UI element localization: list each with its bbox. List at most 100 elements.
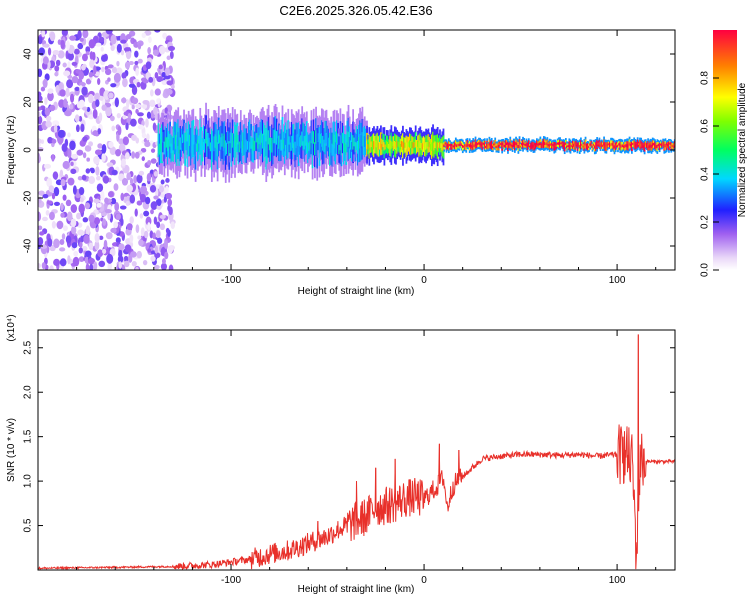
heatmap-cell	[176, 137, 178, 153]
heatmap-cell	[99, 95, 104, 101]
heatmap-cell	[570, 144, 573, 147]
heatmap-cell	[280, 139, 283, 151]
heatmap-cell	[75, 124, 80, 133]
heatmap-y-ticks: -40 -20 0 20 40	[23, 48, 675, 253]
heatmap-cell	[209, 142, 212, 152]
heatmap-cell	[661, 144, 663, 147]
heatmap-cell	[590, 142, 593, 145]
heatmap-cell	[244, 139, 247, 152]
heatmap-cell	[297, 136, 300, 152]
heatmap-cell	[497, 144, 500, 148]
heatmap-cell	[125, 122, 129, 131]
heatmap-cell	[323, 139, 326, 153]
heatmap-cell	[432, 139, 434, 149]
heatmap-cell	[106, 162, 114, 168]
heatmap-cell	[57, 39, 62, 45]
heatmap-cell	[673, 143, 675, 146]
heatmap-cell	[172, 137, 175, 151]
heatmap-cell	[167, 205, 171, 212]
heatmap-cell	[498, 143, 501, 146]
heatmap-cell	[118, 243, 125, 251]
colorbar-tick-label: 0.6	[700, 119, 711, 133]
heatmap-cell	[166, 80, 174, 86]
heatmap-cell	[67, 132, 71, 138]
heatmap-cell	[226, 142, 228, 155]
heatmap-cell	[273, 129, 276, 144]
heatmap-cell	[239, 134, 242, 149]
heatmap-cell	[67, 255, 71, 265]
heatmap-cell	[514, 144, 516, 148]
y-tick-label: 1.0	[23, 474, 34, 488]
heatmap-cell	[466, 142, 469, 145]
heatmap-cell	[130, 118, 137, 127]
heatmap-cell	[70, 226, 77, 235]
heatmap-cell	[431, 142, 433, 151]
heatmap-cell	[125, 200, 130, 206]
heatmap-cell	[352, 135, 355, 150]
heatmap-cell	[59, 238, 65, 246]
heatmap-cell	[339, 135, 342, 151]
heatmap-cell	[159, 214, 166, 219]
heatmap-cell	[62, 194, 67, 201]
heatmap-cell	[317, 133, 320, 143]
heatmap-band	[366, 124, 445, 167]
heatmap-cell	[349, 140, 352, 150]
heatmap-cell	[250, 135, 253, 149]
heatmap-cell	[371, 141, 374, 149]
heatmap-cell	[136, 174, 143, 184]
heatmap-cell	[230, 140, 233, 155]
heatmap-cell	[61, 143, 68, 153]
heatmap-cell	[94, 71, 101, 77]
heatmap-cell	[527, 142, 530, 145]
heatmap-cell	[121, 97, 127, 104]
heatmap-cell	[566, 145, 568, 149]
heatmap-cell	[93, 198, 100, 204]
heatmap-cell	[232, 141, 235, 150]
heatmap-cell	[48, 185, 55, 193]
heatmap-cell	[153, 195, 159, 200]
heatmap-cell	[66, 211, 73, 222]
heatmap-cell	[629, 143, 632, 147]
heatmap-cell	[157, 134, 160, 147]
heatmap-cell	[121, 72, 127, 79]
heatmap-cell	[70, 204, 78, 213]
heatmap-cell	[147, 159, 152, 166]
heatmap-cell	[156, 198, 162, 207]
heatmap-cell	[38, 225, 43, 231]
heatmap-cell	[77, 229, 85, 236]
heatmap-cell	[82, 136, 88, 142]
heatmap-cell	[46, 115, 52, 122]
heatmap-cell	[107, 64, 114, 69]
heatmap-cell	[134, 60, 139, 66]
heatmap-cell	[414, 139, 417, 148]
colorbar: 0.0 0.2 0.4 0.6 0.8 Normalized spectral ampl…	[700, 30, 748, 277]
heatmap-cell	[103, 239, 108, 250]
heatmap-cell	[84, 250, 92, 258]
heatmap-cell	[67, 177, 75, 186]
heatmap-cell	[125, 49, 132, 60]
heatmap-cell	[534, 144, 537, 147]
heatmap-cell	[156, 76, 163, 83]
heatmap-cell	[505, 142, 508, 146]
heatmap-cell	[486, 143, 488, 147]
heatmap-cell	[670, 144, 673, 148]
y-tick-label: 40	[23, 48, 34, 60]
heatmap-cell	[489, 143, 492, 147]
x-tick-label: 100	[609, 275, 626, 286]
heatmap-cell	[121, 264, 126, 270]
heatmap-band	[157, 102, 368, 183]
heatmap-cell	[154, 113, 161, 121]
heatmap-cell	[166, 55, 171, 61]
heatmap-cell	[464, 145, 466, 148]
heatmap-cell	[45, 209, 50, 216]
heatmap-cell	[439, 141, 441, 149]
heatmap-cell	[140, 147, 147, 153]
heatmap-cell	[107, 262, 112, 270]
heatmap-cell	[252, 137, 255, 151]
heatmap-cell	[310, 131, 313, 144]
heatmap-cell	[40, 86, 46, 92]
heatmap-cell	[38, 142, 41, 148]
heatmap-cell	[608, 143, 611, 146]
heatmap-cell	[597, 142, 600, 145]
heatmap-cell	[137, 112, 144, 117]
